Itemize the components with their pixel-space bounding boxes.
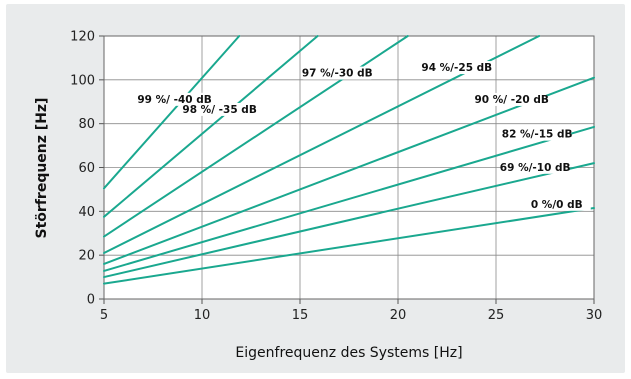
y-axis-title: Störfrequenz [Hz]	[34, 98, 50, 239]
y-tick-label: 20	[78, 249, 95, 264]
y-tick-label: 0	[87, 293, 95, 308]
series-label-bg	[477, 92, 546, 106]
series-label-1: 98 %/ -35 dB	[182, 104, 256, 116]
plot-frame	[103, 35, 595, 300]
x-axis-title: Eigenfrequenz des Systems [Hz]	[235, 345, 462, 361]
x-tick-label: 25	[488, 308, 505, 323]
series-label-bg	[185, 102, 254, 116]
series-line-0	[103, 35, 241, 190]
series-label-bg	[140, 92, 209, 106]
series-line-4	[103, 76, 595, 265]
x-tick-label: 10	[194, 308, 211, 323]
series-line-5	[103, 125, 595, 272]
series-label-2: 97 %/-30 dB	[302, 68, 373, 80]
x-tick-label: 20	[390, 308, 407, 323]
y-tick-label: 40	[78, 205, 95, 220]
series-label-5: 82 %/-15 dB	[502, 129, 573, 141]
series-label-bg	[422, 61, 491, 75]
x-tick-label: 5	[100, 308, 108, 323]
y-tick-label: 120	[70, 30, 95, 45]
series-line-1	[103, 35, 319, 218]
y-tick-label: 80	[78, 117, 95, 132]
series-label-7: 0 %/0 dB	[531, 199, 583, 211]
series-label-0: 99 %/ -40 dB	[137, 94, 211, 106]
series-label-bg	[503, 127, 572, 141]
series-line-7	[103, 207, 595, 285]
y-tick-label: 60	[78, 161, 95, 176]
series-label-4: 90 %/ -20 dB	[474, 94, 548, 106]
series-label-6: 69 %/-10 dB	[500, 162, 571, 174]
series-line-6	[103, 162, 595, 279]
series-label-bg	[501, 160, 570, 174]
series-label-3: 94 %/-25 dB	[421, 62, 492, 74]
tick-labels: 0 20 40 60 80 100 120 5 10 15 20 25 30	[70, 30, 602, 324]
series-label-bg	[522, 197, 591, 211]
x-tick-label: 15	[292, 308, 309, 323]
y-tick-label: 100	[70, 73, 95, 88]
x-tick-label: 30	[586, 308, 603, 323]
series-label-bg	[303, 66, 372, 80]
